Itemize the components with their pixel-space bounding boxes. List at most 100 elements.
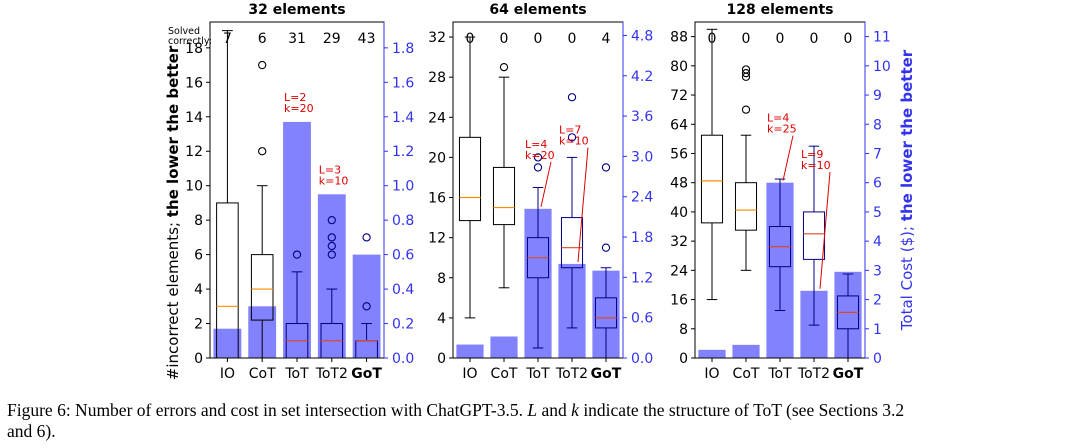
left-tick-label: 4: [437, 311, 446, 327]
left-tick-label: 56: [670, 146, 688, 162]
right-tick-label: 0.6: [392, 248, 414, 264]
right-tick-label: 4.2: [631, 69, 653, 85]
x-tick-label-IO: IO: [220, 366, 235, 382]
annotation-leader: [782, 135, 794, 181]
box-ToT2: [802, 211, 826, 260]
outlier-GoT: [601, 163, 611, 172]
box-GoT: [594, 297, 618, 329]
annotation-ToT2: L=7: [559, 124, 581, 137]
right-tick-label: 5: [873, 205, 882, 221]
panel-1: 0 2 4 6 8 10 12 14 16 18 0.0 0.2 0.4 0.6 0.8 1.0 1.2 1.4 1…: [185, 2, 414, 382]
left-tick-label: 20: [428, 150, 446, 166]
annotation-ToT: k=25: [767, 123, 797, 136]
outlier-ToT2: [327, 216, 336, 225]
outlier-CoT: [741, 105, 751, 114]
right-tick-label: 0.6: [631, 311, 653, 327]
cost-bar-CoT: [732, 344, 760, 358]
left-tick-label: 8: [679, 322, 688, 338]
outlier-GoT: [362, 302, 371, 311]
solved-count-CoT: 0: [500, 31, 509, 47]
x-tick-label-ToT2: ToT2: [797, 366, 830, 382]
annotation-ToT: L=4: [525, 138, 547, 151]
right-tick-label: 1.2: [392, 144, 414, 160]
right-tick-label: 2: [873, 293, 882, 309]
right-tick-label: 2.4: [631, 190, 653, 206]
cost-bar-GoT: [352, 254, 381, 358]
right-tick-label: 1.8: [631, 230, 653, 246]
panel-title: 128 elements: [727, 2, 834, 18]
x-tick-label-IO: IO: [462, 366, 477, 382]
left-tick-label: 88: [670, 30, 688, 46]
outlier-ToT2: [567, 93, 577, 102]
left-tick-label: 16: [428, 191, 446, 207]
right-axis-label: Total Cost ($); the lower the better: [898, 49, 916, 331]
x-tick-label-IO: IO: [704, 366, 719, 382]
solved-correctly-label: Solved correctly:: [168, 26, 212, 47]
x-tick-label-ToT: ToT: [767, 366, 792, 382]
cost-bar-ToT2: [317, 194, 346, 358]
right-tick-label: 0.4: [392, 282, 414, 298]
right-tick-label: 0: [873, 351, 882, 367]
outlier-CoT: [258, 60, 267, 70]
solved-count-IO: 0: [466, 31, 475, 47]
right-tick-label: 3: [873, 263, 882, 279]
right-tick-label: 1.4: [392, 110, 414, 126]
box-IO: [700, 134, 724, 224]
left-tick-label: 32: [428, 30, 446, 46]
outlier-CoT: [741, 68, 751, 78]
left-tick-label: 10: [185, 179, 203, 195]
outlier-ToT: [533, 153, 543, 162]
left-tick-label: 64: [670, 117, 688, 133]
left-tick-label: 8: [437, 271, 446, 287]
figure-chart: #incorrect elements; the lower the bette…: [164, 2, 916, 382]
figure-caption: Figure 6: Number of errors and cost in s…: [7, 400, 905, 441]
x-tick-label-CoT: CoT: [249, 366, 276, 382]
left-tick-label: 16: [185, 75, 203, 91]
right-tick-label: 1: [873, 322, 882, 338]
right-tick-label: 3.0: [631, 149, 653, 165]
left-tick-label: 24: [670, 263, 688, 279]
x-tick-label-ToT2: ToT2: [315, 366, 348, 382]
left-tick-label: 0: [679, 351, 688, 367]
right-tick-label: 0.0: [392, 351, 414, 367]
right-tick-label: 0.2: [392, 317, 414, 333]
solved-count-ToT2: 29: [323, 31, 341, 47]
annotation-ToT: k=20: [284, 102, 314, 115]
left-tick-label: 12: [428, 231, 446, 247]
solved-count-ToT: 0: [534, 31, 543, 47]
solved-count-ToT2: 0: [568, 31, 577, 47]
annotation-ToT: L=4: [767, 112, 789, 125]
left-tick-label: 4: [194, 282, 203, 298]
x-tick-label-GoT: GoT: [351, 366, 382, 382]
right-tick-label: 8: [873, 117, 882, 133]
x-tick-label-ToT: ToT: [284, 366, 309, 382]
left-tick-label: 14: [185, 110, 203, 126]
left-tick-label: 8: [194, 213, 203, 229]
solved-count-ToT2: 0: [810, 31, 819, 47]
right-tick-label: 1.6: [392, 75, 414, 91]
solved-count-IO: 7: [223, 31, 232, 47]
annotation-leader: [819, 171, 831, 289]
solved-count-GoT: 43: [358, 31, 376, 47]
right-tick-label: 10: [873, 59, 891, 75]
right-tick-label: 3.6: [631, 109, 653, 125]
left-tick-label: 18: [185, 41, 203, 57]
box-ToT2: [560, 217, 584, 269]
panel-title: 32 elements: [248, 2, 345, 18]
x-tick-label-ToT2: ToT2: [555, 366, 588, 382]
outlier-ToT2: [567, 133, 577, 142]
solved-count-GoT: 4: [602, 31, 611, 47]
left-tick-label: 16: [670, 293, 688, 309]
right-tick-label: 4.8: [631, 28, 653, 44]
outlier-CoT: [741, 65, 751, 74]
left-tick-label: 72: [670, 88, 688, 104]
solved-count-CoT: 0: [742, 31, 751, 47]
box-CoT: [734, 182, 758, 231]
annotation-ToT2: k=10: [801, 159, 831, 172]
annotation-leader: [577, 147, 589, 262]
right-tick-label: 0.0: [631, 351, 653, 367]
left-axis-label: #incorrect elements; the lower the bette…: [164, 45, 182, 380]
annotation-ToT: k=20: [525, 149, 555, 162]
right-tick-label: 9: [873, 88, 882, 104]
left-tick-label: 6: [194, 248, 203, 264]
